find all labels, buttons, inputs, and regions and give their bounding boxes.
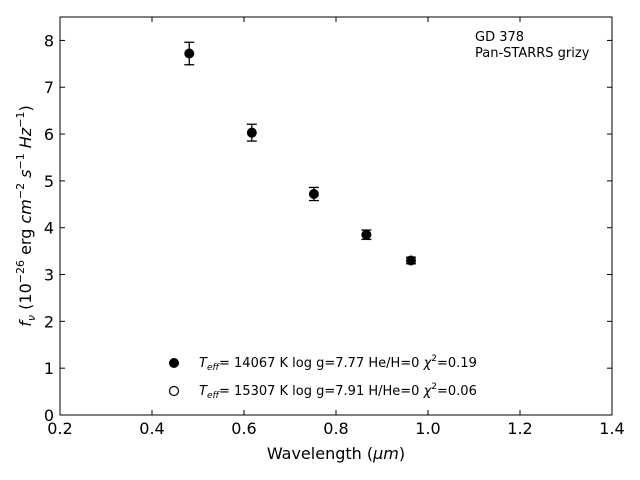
annotation-object: GD 378 [475, 30, 524, 45]
x-tick-label: 0.6 [231, 419, 256, 438]
data-point [405, 255, 416, 266]
x-tick-label: 1.0 [415, 419, 440, 438]
ticks: 0.2 0.4 0.6 0.8 1.0 1.2 1.4 0 1 2 3 4 5 6 7 8 [44, 17, 625, 438]
data-point [184, 48, 195, 59]
y-axis-title: fν (10−26 erg cm−2 s−1 Hz−1) [14, 105, 38, 326]
y-tick-label: 7 [44, 78, 54, 97]
legend-marker-open [168, 385, 180, 397]
y-tick-label: 2 [44, 312, 54, 331]
y-tick-label: 5 [44, 172, 54, 191]
y-tick-label: 8 [44, 31, 54, 50]
y-tick-label: 0 [44, 406, 54, 425]
y-tick-label: 6 [44, 125, 54, 144]
x-tick-label: 0.4 [139, 419, 164, 438]
y-tick-label: 1 [44, 359, 54, 378]
annotation-survey: Pan-STARRS grizy [475, 46, 590, 61]
x-tick-label: 1.2 [507, 419, 532, 438]
legend-entry-2: Teff= 15307 K log g=7.91 H/He=0 χ2=0.06 [199, 382, 477, 401]
data-point [361, 229, 372, 240]
y-tick-label: 3 [44, 266, 54, 285]
legend: Teff= 14067 K log g=7.77 He/H=0 χ2=0.19 … [168, 354, 477, 401]
x-tick-label: 1.4 [599, 419, 624, 438]
legend-marker-filled [169, 358, 179, 368]
data-point [308, 188, 319, 199]
legend-entry-1: Teff= 14067 K log g=7.77 He/H=0 χ2=0.19 [199, 354, 477, 373]
x-tick-label: 0.2 [47, 419, 72, 438]
y-tick-label: 4 [44, 219, 54, 238]
data-points [184, 41, 416, 266]
x-axis-title: Wavelength (μm) [267, 444, 405, 463]
data-point [246, 127, 257, 138]
x-tick-label: 0.8 [323, 419, 348, 438]
